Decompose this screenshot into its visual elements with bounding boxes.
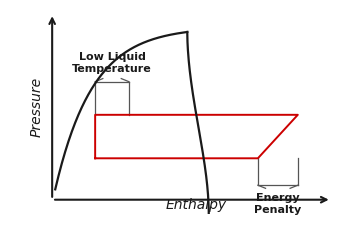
Text: Low Liquid
Temperature: Low Liquid Temperature	[72, 52, 152, 74]
Text: Energy
Penalty: Energy Penalty	[254, 193, 302, 215]
Text: Enthalpy: Enthalpy	[166, 198, 227, 212]
Text: Pressure: Pressure	[30, 76, 44, 137]
